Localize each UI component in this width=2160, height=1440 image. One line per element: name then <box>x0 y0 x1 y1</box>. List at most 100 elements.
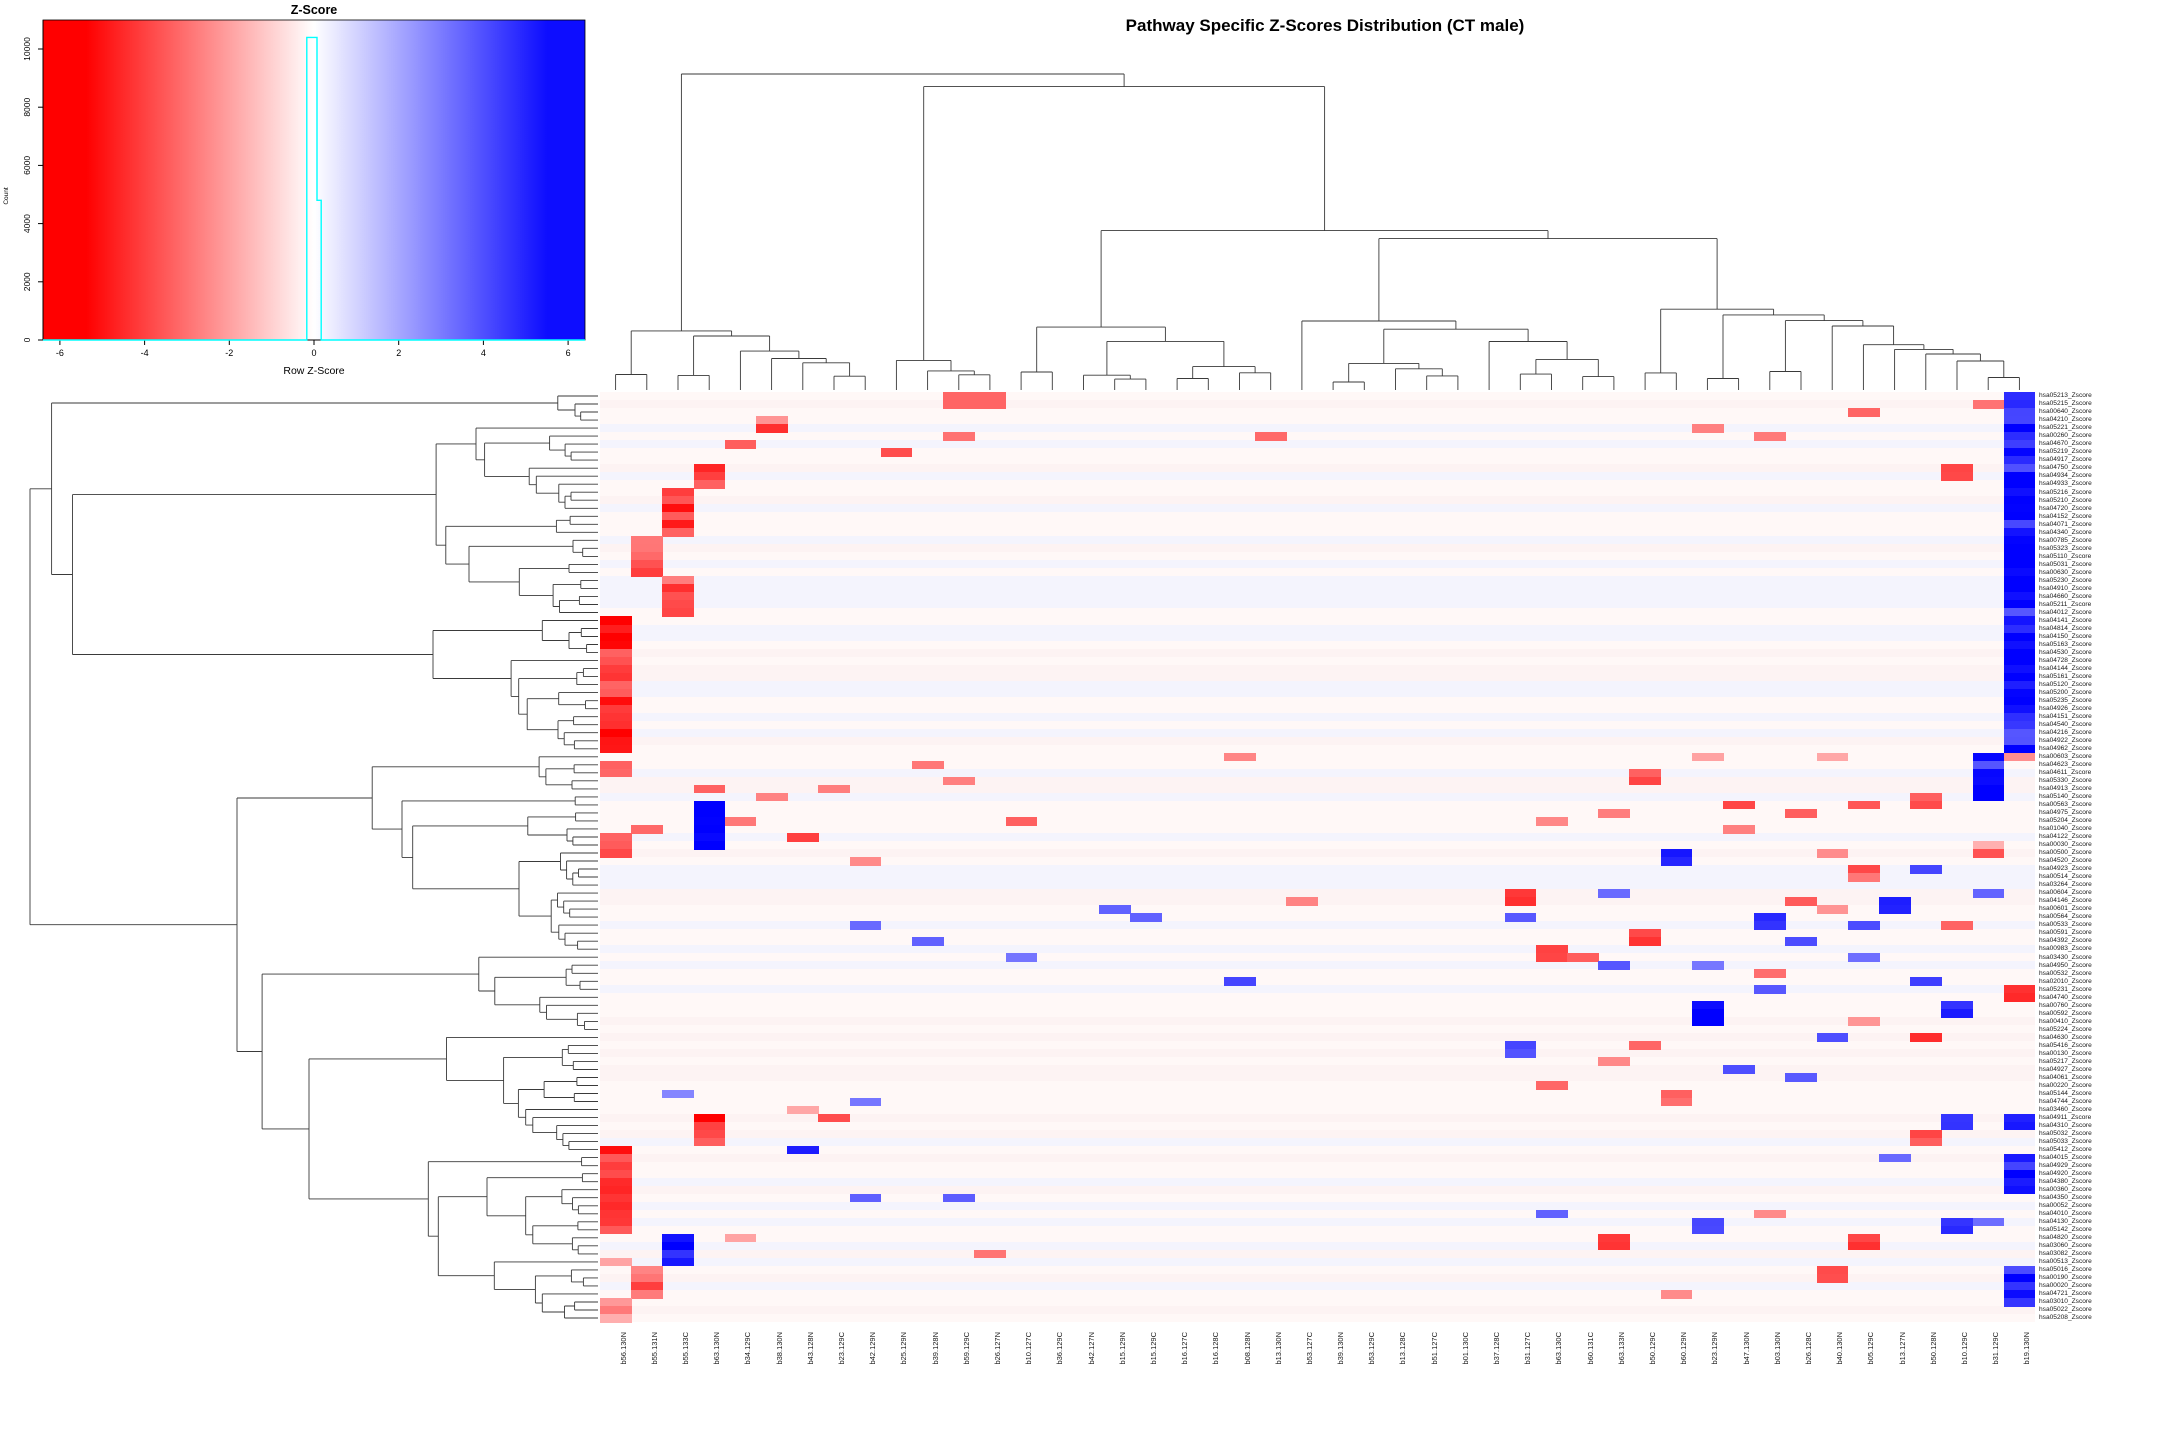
heatmap-cell <box>1972 840 2005 850</box>
heatmap-cell <box>2003 696 2036 706</box>
heatmap-row-band <box>600 584 2035 593</box>
row-label: hsa04150_Zscore <box>2039 632 2092 640</box>
heatmap-cell <box>1785 897 1818 906</box>
svg-text:4000: 4000 <box>22 214 32 233</box>
heatmap-row-band <box>600 857 2035 866</box>
heatmap-cell <box>1847 1233 1880 1243</box>
heatmap-cell <box>911 760 944 770</box>
row-labels: hsa05213_Zscore hsa05215_Zscore hsa00640_Z… <box>2039 392 2159 1322</box>
heatmap-cell <box>600 712 632 722</box>
row-zscore-axis-label: Row Z-Score <box>283 365 344 377</box>
heatmap-cell <box>1941 921 1974 930</box>
row-label: hsa04010_Zscore <box>2039 1210 2092 1218</box>
heatmap-cell <box>2003 480 2036 489</box>
heatmap-row-band <box>600 736 2035 746</box>
heatmap-row-band <box>600 488 2035 497</box>
heatmap-cell <box>818 1113 851 1123</box>
row-label: hsa00603_Zscore <box>2039 753 2092 761</box>
heatmap-cell <box>1941 1217 1974 1227</box>
heatmap-cell <box>2003 568 2036 577</box>
heatmap-cell <box>1941 1113 1974 1123</box>
heatmap-row-band <box>600 1129 2035 1139</box>
row-label: hsa05032_Zscore <box>2039 1129 2092 1137</box>
heatmap-cell <box>1847 865 1880 874</box>
heatmap-cell <box>755 416 788 425</box>
color-key: Z-Score -6 -4 -2 0 2 4 6 0 2000 4000 6000 8000 10000… <box>3 3 586 377</box>
heatmap-cell <box>1754 985 1786 994</box>
color-key-gradient <box>42 19 586 341</box>
row-label: hsa05016_Zscore <box>2039 1266 2092 1274</box>
heatmap-cell <box>880 448 913 457</box>
heatmap-cell <box>2003 1113 2036 1123</box>
column-dendrogram <box>615 73 2020 390</box>
heatmap-row-band <box>600 865 2035 874</box>
heatmap-cell <box>1691 1017 1724 1026</box>
heatmap-row-band <box>600 1233 2035 1243</box>
heatmap-cell <box>2003 432 2036 441</box>
heatmap-cell <box>1972 784 2005 794</box>
row-label: hsa03430_Zscore <box>2039 953 2092 961</box>
heatmap-cell <box>1504 897 1537 906</box>
heatmap-row-band <box>600 1209 2035 1219</box>
heatmap-cell <box>600 1201 632 1211</box>
heatmap-cell <box>2003 712 2036 722</box>
heatmap-cell <box>1535 1081 1568 1091</box>
row-label: hsa00983_Zscore <box>2039 945 2092 953</box>
row-label: hsa04380_Zscore <box>2039 1177 2092 1185</box>
column-label: b47.130N <box>1741 1332 1751 1365</box>
row-label: hsa05110_Zscore <box>2039 552 2092 560</box>
heatmap-cell <box>631 1273 663 1283</box>
heatmap-cell <box>662 584 695 594</box>
column-label: b13.128C <box>1398 1332 1408 1365</box>
column-label: b01.130C <box>1460 1332 1470 1365</box>
heatmap-cell <box>943 400 1007 409</box>
heatmap-cell <box>600 720 632 730</box>
column-label: b23.129C <box>836 1332 846 1365</box>
row-label: hsa01040_Zscore <box>2039 825 2092 833</box>
row-label: hsa00513_Zscore <box>2039 1258 2092 1266</box>
column-label: b25.129N <box>899 1332 909 1365</box>
heatmap-cell <box>1598 961 1630 970</box>
heatmap-row-band <box>600 937 2035 946</box>
row-label: hsa05204_Zscore <box>2039 817 2092 825</box>
heatmap-cell <box>1567 953 1599 962</box>
heatmap-cell <box>662 520 695 529</box>
row-label: hsa05163_Zscore <box>2039 640 2092 648</box>
heatmap-cell <box>818 784 851 794</box>
heatmap-cell <box>2003 600 2036 610</box>
row-label: hsa04540_Zscore <box>2039 721 2092 728</box>
heatmap-row-band <box>600 752 2035 762</box>
heatmap-cell <box>1785 1073 1818 1083</box>
heatmap-row-band <box>600 913 2035 922</box>
heatmap-row-band <box>600 768 2035 778</box>
column-label: b63.130N <box>712 1332 722 1365</box>
heatmap-cell <box>2003 1297 2036 1307</box>
heatmap-row-band <box>600 656 2035 666</box>
heatmap-cell <box>600 1313 632 1323</box>
heatmap-cell <box>1910 800 1942 810</box>
heatmap-row-band <box>600 1049 2035 1058</box>
heatmap-cell <box>2003 1281 2036 1291</box>
heatmap-cell <box>1255 432 1287 441</box>
heatmap-cell <box>1879 905 1911 914</box>
column-label: b56.130N <box>618 1332 628 1365</box>
heatmap-cell <box>1691 752 1724 762</box>
row-label: hsa04144_Zscore <box>2039 664 2092 672</box>
heatmap-cell <box>600 632 632 642</box>
row-label: hsa00640_Zscore <box>2039 408 2092 416</box>
heatmap-row-band <box>600 969 2035 978</box>
heatmap-cell <box>631 824 663 834</box>
row-label: hsa00190_Zscore <box>2039 1274 2092 1282</box>
heatmap-cell <box>600 760 632 770</box>
heatmap-row-band <box>600 704 2035 714</box>
row-label: hsa04975_Zscore <box>2039 809 2092 817</box>
heatmap-row-band <box>600 640 2035 650</box>
heatmap-cell <box>1598 808 1630 818</box>
heatmap-cell <box>1972 400 2005 409</box>
heatmap-cell <box>1879 1153 1911 1163</box>
row-label: hsa04310_Zscore <box>2039 1121 2092 1129</box>
row-label: hsa05022_Zscore <box>2039 1306 2092 1314</box>
heatmap-cell <box>600 1145 632 1155</box>
row-label: hsa05416_Zscore <box>2039 1041 2092 1049</box>
heatmap-row-band <box>600 688 2035 698</box>
